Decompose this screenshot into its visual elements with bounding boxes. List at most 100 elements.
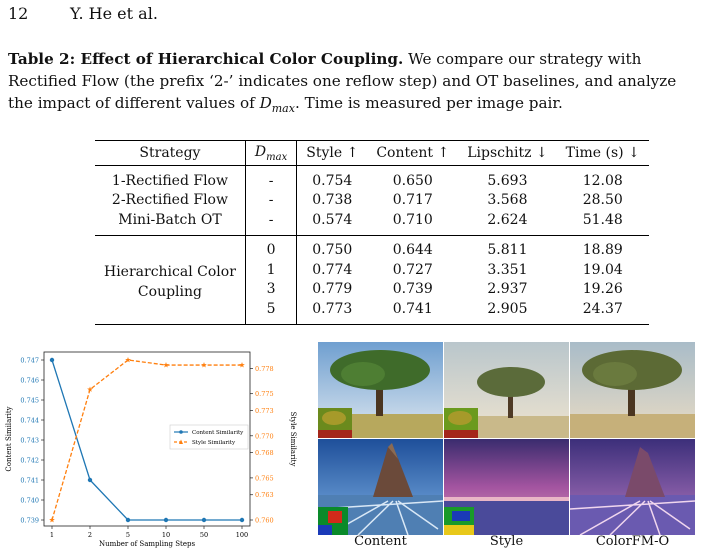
cell-content: 0.727 <box>392 261 433 278</box>
table-row: 5 0.773 0.741 2.905 24.37 <box>95 299 649 324</box>
header-time: Time (s) ↓ <box>565 145 640 161</box>
series-point <box>87 386 93 392</box>
cell-style: 0.754 <box>312 172 353 189</box>
cell-strategy: 2-Rectified Flow <box>95 190 246 210</box>
caption-symbol: D <box>259 94 272 112</box>
y2-tick-label: 0.765 <box>255 474 274 482</box>
y-tick-label: 0.740 <box>20 497 39 505</box>
series-point <box>201 362 207 368</box>
cell-strategy: Mini-Batch OT <box>95 210 246 235</box>
legend-marker <box>179 439 183 444</box>
page-number: 12 <box>8 4 29 23</box>
series-line-0 <box>51 359 242 521</box>
cell-content: 0.717 <box>392 192 433 209</box>
results-table: Strategy Dmax Style ↑ Content ↑ Lipschit… <box>95 140 649 325</box>
y-axis-label: Content Similarity <box>5 406 13 471</box>
y-tick-label: 0.742 <box>20 457 39 465</box>
cell-dmax: 0 <box>245 235 298 260</box>
header-lipschitz: Lipschitz ↓ <box>467 145 548 161</box>
header-style: Style ↑ <box>306 145 359 161</box>
cell-lipschitz: 2.937 <box>487 281 528 298</box>
cell-time: 18.89 <box>582 242 623 259</box>
y2-tick-label: 0.775 <box>255 390 274 398</box>
series-line-1 <box>51 359 242 521</box>
cell-time: 28.50 <box>582 192 623 209</box>
y2-tick-label: 0.760 <box>255 517 274 525</box>
legend-label: Style Similarity <box>192 440 236 446</box>
cell-lipschitz: 2.624 <box>487 211 528 228</box>
table-row: 2-Rectified Flow - 0.738 0.717 3.568 28.… <box>95 190 649 210</box>
cell-dmax: 1 <box>245 260 298 280</box>
cell-lipschitz: 3.568 <box>487 192 528 209</box>
y-tick-label: 0.745 <box>20 397 39 405</box>
y-tick-label: 0.741 <box>20 477 39 485</box>
header-content: Content ↑ <box>376 145 450 161</box>
series-point <box>87 477 93 483</box>
content-image-tree <box>318 342 443 438</box>
y2-tick-label: 0.770 <box>255 432 274 440</box>
cell-lipschitz: 2.905 <box>487 300 528 317</box>
style-image-tree <box>444 342 569 438</box>
table-header-row: Strategy Dmax Style ↑ Content ↑ Lipschit… <box>95 140 649 166</box>
cell-style: 0.779 <box>312 281 353 298</box>
y-tick-label: 0.746 <box>20 377 39 385</box>
caption-text-1: We compare our strategy with Rectified F… <box>8 50 677 112</box>
cell-strategy: 1-Rectified Flow <box>95 165 246 191</box>
cell-content: 0.739 <box>392 281 433 298</box>
series-point <box>239 362 245 368</box>
style-image-sunset <box>444 439 569 535</box>
cell-style: 0.738 <box>312 192 353 209</box>
y2-tick-label: 0.773 <box>255 407 274 415</box>
header-strategy: Strategy <box>95 140 246 166</box>
table-caption: Table 2: Effect of Hierarchical Color Co… <box>8 48 698 120</box>
table-row: Mini-Batch OT - 0.574 0.710 2.624 51.48 <box>95 210 649 235</box>
y-tick-label: 0.744 <box>20 417 39 425</box>
sampling-steps-chart: 0.739 0.740 0.741 0.742 0.743 0.744 0.745 0.746… <box>5 351 297 548</box>
cell-time: 19.26 <box>582 281 623 298</box>
x-tick-label: 5 <box>126 531 130 539</box>
column-caption-content: Content <box>354 534 407 549</box>
y-tick-label: 0.743 <box>20 437 39 445</box>
header-dmax: Dmax <box>245 140 298 166</box>
running-header: 12 Y. He et al. <box>8 4 158 23</box>
y2-tick-label: 0.778 <box>255 365 274 373</box>
series-point <box>239 517 245 523</box>
cell-style: 0.574 <box>312 211 353 228</box>
cell-dmax: - <box>245 190 298 210</box>
y2-axis-label: Style Similarity <box>289 412 297 467</box>
caption-text-2: . Time is measured per image pair. <box>294 94 563 112</box>
legend-marker <box>179 430 183 434</box>
x-axis-label: Number of Sampling Steps <box>99 540 196 548</box>
cell-strategy-hcc: Hierarchical Color Coupling <box>95 235 246 324</box>
plot-frame <box>43 351 251 527</box>
legend-box <box>169 424 249 450</box>
cell-time: 19.04 <box>582 261 623 278</box>
table-row: Hierarchical Color Coupling 0 0.750 0.644… <box>95 235 649 324</box>
series-point <box>201 517 207 523</box>
cell-dmax: - <box>245 165 298 191</box>
table-row: 1 0.774 0.727 3.351 19.04 <box>95 260 649 280</box>
cell-time: 12.08 <box>582 172 623 189</box>
column-caption-result: ColorFM-O <box>595 534 670 549</box>
x-tick-label: 2 <box>88 531 92 539</box>
series-point <box>125 517 131 523</box>
cell-content: 0.741 <box>392 300 433 317</box>
result-image-rock <box>570 439 695 535</box>
cell-time: 51.48 <box>582 211 623 228</box>
cell-time: 24.37 <box>582 300 623 317</box>
running-authors: Y. He et al. <box>70 4 158 23</box>
table-row: 3 0.779 0.739 2.937 19.26 <box>95 279 649 299</box>
content-image-rock <box>318 439 443 535</box>
result-image-tree <box>570 342 695 438</box>
x-tick-label: 50 <box>200 531 208 539</box>
cell-dmax: 3 <box>245 279 298 299</box>
series-point <box>49 517 55 523</box>
column-caption-style: Style <box>489 534 524 549</box>
cell-content: 0.644 <box>392 242 433 259</box>
caption-symbol-sub: max <box>271 102 295 116</box>
cell-style: 0.750 <box>312 242 353 259</box>
legend-label: Content Similarity <box>192 430 244 436</box>
caption-label: Table 2: Effect of Hierarchical Color Co… <box>8 50 404 68</box>
series-point <box>125 357 131 363</box>
table-row: 1-Rectified Flow - 0.754 0.650 5.693 12.… <box>95 165 649 191</box>
